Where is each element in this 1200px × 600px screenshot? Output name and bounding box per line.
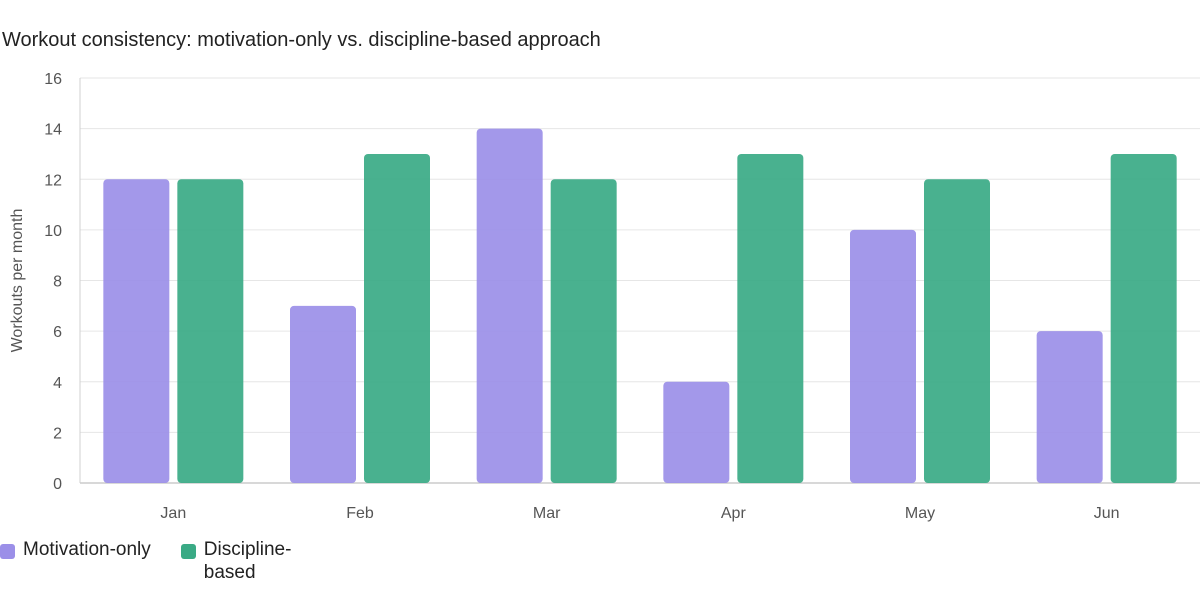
bar-discipline-based-mar[interactable] — [550, 179, 617, 483]
x-tick-label-apr: Apr — [721, 505, 747, 522]
x-tick-label-may: May — [905, 505, 935, 522]
bar-discipline-based-feb[interactable] — [364, 153, 430, 483]
x-tick-label-feb: Feb — [346, 505, 374, 522]
legend-swatch-discipline-based — [180, 544, 196, 559]
x-tick-label-mar: Mar — [533, 505, 561, 522]
legend: Motivation-only Discipline-based — [0, 538, 314, 584]
y-tick-label-2: 2 — [53, 425, 62, 442]
y-tick-label-10: 10 — [44, 223, 62, 240]
bar-motivation-only-jan[interactable] — [103, 179, 170, 483]
legend-label-motivation-only: Motivation-only — [23, 539, 151, 560]
x-tick-label-jan: Jan — [160, 505, 186, 522]
bar-discipline-based-apr[interactable] — [737, 153, 804, 483]
legend-item-discipline-based[interactable]: Discipline-based — [180, 538, 314, 584]
chart-title: Workout consistency: motivation-only vs.… — [2, 29, 601, 51]
y-tick-label-8: 8 — [53, 274, 62, 291]
bar-discipline-based-jan[interactable] — [177, 179, 244, 483]
legend-label-discipline-based: Discipline-based — [203, 539, 292, 583]
bar-motivation-only-apr[interactable] — [663, 381, 730, 483]
y-axis-title: Workouts per month — [9, 209, 26, 353]
legend-swatch-motivation-only — [0, 544, 15, 559]
bar-motivation-only-feb[interactable] — [290, 305, 356, 483]
y-tick-label-14: 14 — [44, 122, 62, 139]
y-tick-label-6: 6 — [53, 324, 62, 341]
x-tick-label-jun: Jun — [1094, 505, 1120, 522]
bar-motivation-only-may[interactable] — [850, 229, 916, 483]
y-tick-label-12: 12 — [44, 172, 62, 189]
y-tick-label-0: 0 — [53, 476, 62, 493]
legend-item-motivation-only[interactable]: Motivation-only — [0, 538, 151, 561]
y-tick-label-16: 16 — [44, 71, 62, 88]
y-tick-label-4: 4 — [53, 375, 62, 392]
bar-motivation-only-mar[interactable] — [476, 128, 543, 483]
bar-discipline-based-may[interactable] — [924, 179, 990, 483]
bar-discipline-based-jun[interactable] — [1110, 153, 1177, 483]
bar-motivation-only-jun[interactable] — [1036, 331, 1103, 483]
